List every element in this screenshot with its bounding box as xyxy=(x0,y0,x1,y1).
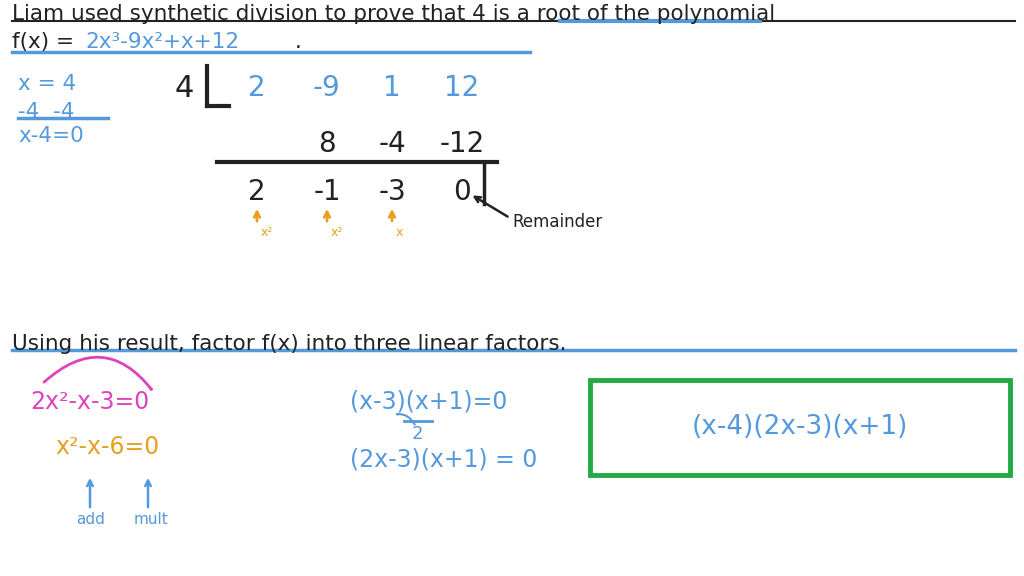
Text: x²-x-6=0: x²-x-6=0 xyxy=(55,435,160,459)
FancyArrowPatch shape xyxy=(397,414,415,425)
FancyArrowPatch shape xyxy=(44,357,152,389)
Text: Liam used synthetic division to prove that 4 is a root of the polynomial: Liam used synthetic division to prove th… xyxy=(12,4,775,24)
Text: 2: 2 xyxy=(248,74,266,102)
Text: 2x³-9x²+x+12: 2x³-9x²+x+12 xyxy=(85,32,240,52)
Text: 12: 12 xyxy=(444,74,479,102)
Text: 8: 8 xyxy=(318,130,336,158)
Text: (x-4)(2x-3)(x+1): (x-4)(2x-3)(x+1) xyxy=(692,415,908,441)
Text: -4: -4 xyxy=(378,130,406,158)
Text: .: . xyxy=(295,32,302,52)
Text: -12: -12 xyxy=(439,130,484,158)
Text: -4  -4: -4 -4 xyxy=(18,102,75,122)
Text: 2: 2 xyxy=(248,178,266,206)
Text: 2x²-x-3=0: 2x²-x-3=0 xyxy=(30,390,150,414)
Text: 4: 4 xyxy=(175,74,195,103)
Text: 1: 1 xyxy=(383,74,400,102)
Text: x²: x² xyxy=(261,226,273,239)
Text: add: add xyxy=(76,512,104,527)
Text: (2x-3)(x+1) = 0: (2x-3)(x+1) = 0 xyxy=(350,448,538,472)
Text: (x-3)(x+1)=0: (x-3)(x+1)=0 xyxy=(350,390,507,414)
Text: 0: 0 xyxy=(454,178,471,206)
Text: x: x xyxy=(396,226,403,239)
Text: x²: x² xyxy=(331,226,343,239)
Text: x-4=0: x-4=0 xyxy=(18,126,84,146)
Text: f(x) =: f(x) = xyxy=(12,32,81,52)
Text: -3: -3 xyxy=(378,178,406,206)
Text: -1: -1 xyxy=(313,178,341,206)
Text: Remainder: Remainder xyxy=(512,213,602,231)
Text: Using his result, factor f(x) into three linear factors.: Using his result, factor f(x) into three… xyxy=(12,334,566,354)
Text: 2: 2 xyxy=(412,425,424,443)
Bar xyxy=(590,380,1010,475)
Text: x = 4: x = 4 xyxy=(18,74,76,94)
Text: -9: -9 xyxy=(313,74,341,102)
Text: mult: mult xyxy=(134,512,169,527)
